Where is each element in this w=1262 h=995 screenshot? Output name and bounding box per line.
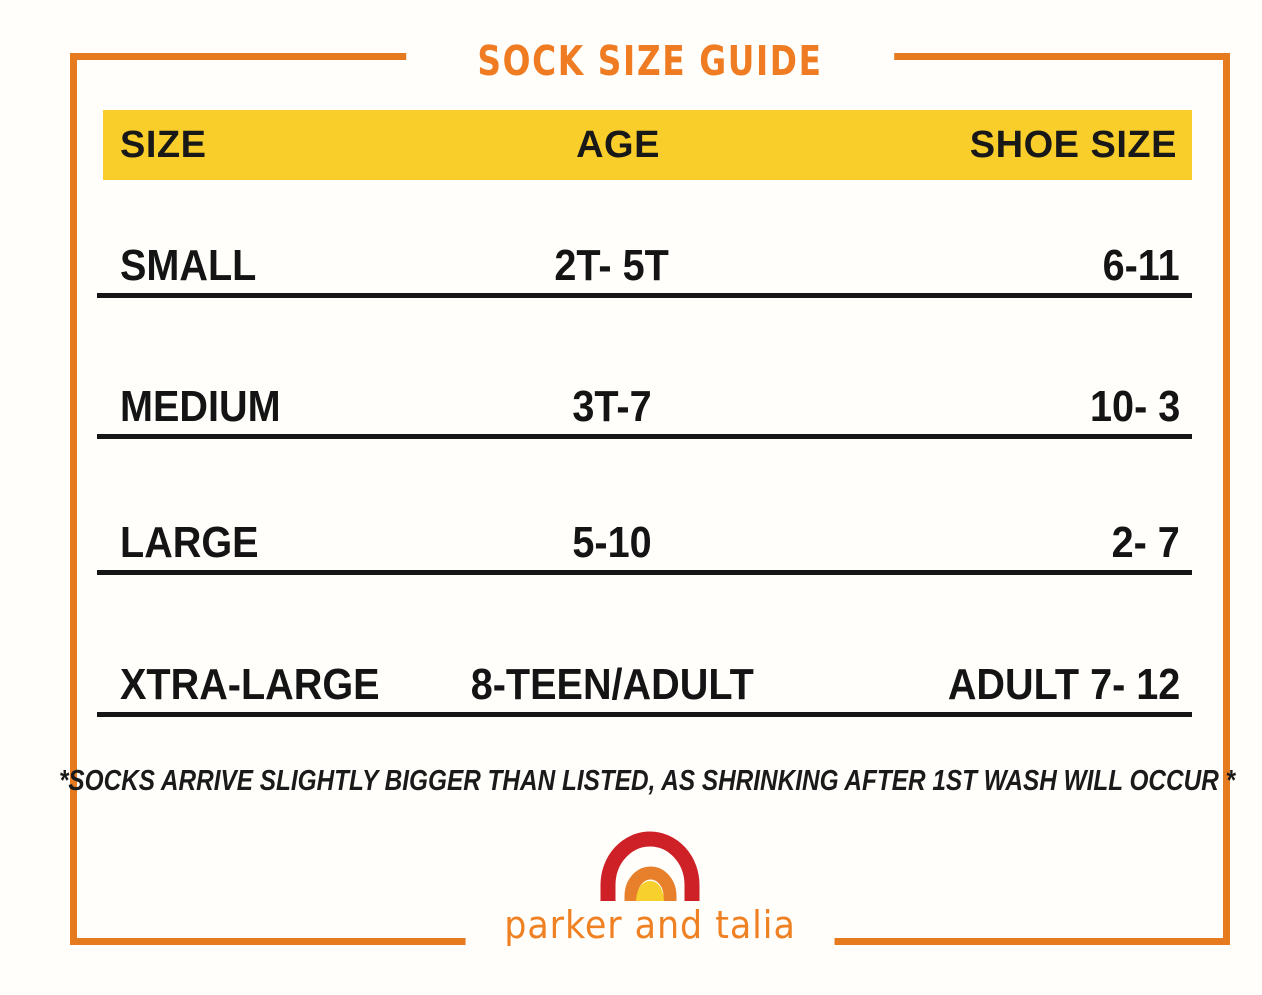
shrinkage-footnote: *SOCKS ARRIVE SLIGHTLY BIGGER THAN LISTE… xyxy=(0,763,1262,799)
size-table-body: SMALL 2T- 5T 6-11 MEDIUM 3T-7 10- 3 LARG… xyxy=(97,180,1192,717)
rainbow-middle-arc xyxy=(624,866,677,919)
rainbow-outer-arc xyxy=(600,831,700,919)
column-header-size: SIZE xyxy=(120,123,207,166)
size-cell: LARGE xyxy=(120,518,259,567)
brand-wordmark: parker and talia xyxy=(465,901,835,949)
page-title-text: SOCK SIZE GUIDE xyxy=(477,37,823,85)
column-header-shoe-size: SHOE SIZE xyxy=(969,123,1177,166)
size-cell: MEDIUM xyxy=(120,382,281,431)
age-cell: 2T- 5T xyxy=(554,241,670,290)
size-cell: SMALL xyxy=(120,241,257,290)
table-header-row: SIZE AGE SHOE SIZE xyxy=(103,110,1192,180)
footnote-text: *SOCKS ARRIVE SLIGHTLY BIGGER THAN LISTE… xyxy=(58,765,1236,797)
column-header-age: AGE xyxy=(576,123,660,166)
shoe-size-cell: ADULT 7- 12 xyxy=(947,660,1180,709)
brand-name-text: parker and talia xyxy=(504,903,796,947)
page-title: SOCK SIZE GUIDE xyxy=(406,36,894,86)
table-row-xtra-large: XTRA-LARGE 8-TEEN/ADULT ADULT 7- 12 xyxy=(97,575,1192,717)
age-cell: 8-TEEN/ADULT xyxy=(470,660,754,709)
age-cell: 3T-7 xyxy=(572,382,652,431)
shoe-size-cell: 10- 3 xyxy=(1089,382,1180,431)
table-row-large: LARGE 5-10 2- 7 xyxy=(97,439,1192,575)
table-row-medium: MEDIUM 3T-7 10- 3 xyxy=(97,298,1192,439)
age-cell: 5-10 xyxy=(572,518,652,567)
shoe-size-cell: 6-11 xyxy=(1102,241,1180,290)
shoe-size-cell: 2- 7 xyxy=(1111,518,1180,567)
size-cell: XTRA-LARGE xyxy=(120,660,380,709)
table-row-small: SMALL 2T- 5T 6-11 xyxy=(97,180,1192,298)
